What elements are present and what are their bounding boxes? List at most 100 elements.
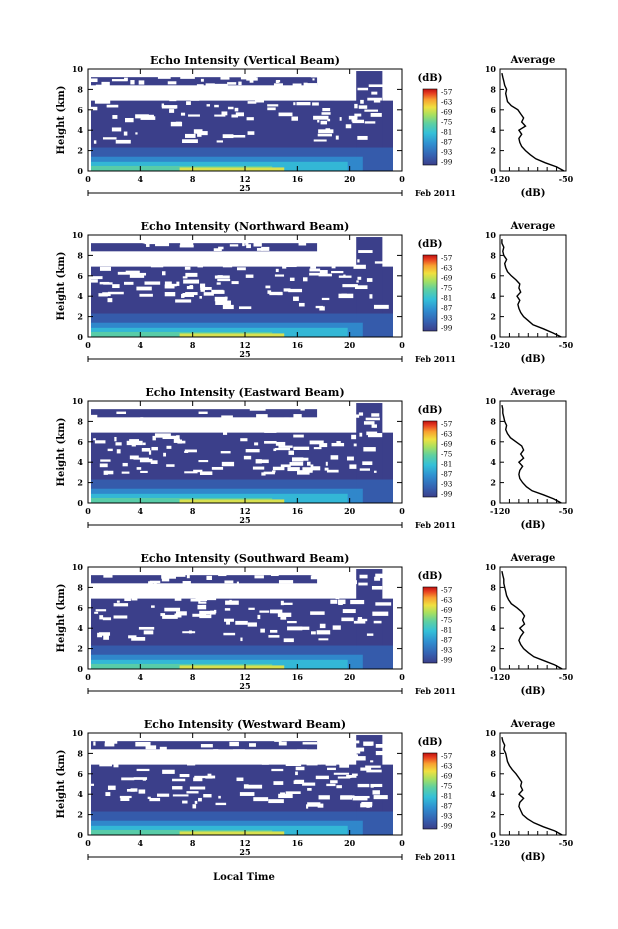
echo-gap bbox=[214, 275, 230, 279]
echo-gap bbox=[257, 614, 261, 620]
echo-gap bbox=[241, 91, 250, 96]
average-profile-line bbox=[501, 239, 562, 338]
echo-gap bbox=[190, 598, 201, 602]
colorbar-tick-label: -75 bbox=[441, 119, 452, 127]
echo-gap bbox=[253, 797, 269, 802]
echo-gap bbox=[333, 772, 350, 775]
echo-gap bbox=[121, 471, 130, 474]
echo-gap bbox=[198, 601, 207, 604]
echo-gap bbox=[359, 432, 363, 437]
echo-gap bbox=[216, 140, 224, 143]
colorbar-tick-label: -81 bbox=[441, 461, 452, 469]
colorbar-tick-label: -99 bbox=[441, 325, 452, 333]
echo-gap bbox=[172, 778, 186, 782]
y-tick-label: 0 bbox=[77, 166, 83, 176]
avg-x-label: (dB) bbox=[521, 852, 546, 863]
echo-gap bbox=[238, 81, 242, 86]
echo-gap bbox=[320, 580, 336, 584]
echo-gap bbox=[363, 447, 376, 452]
echo-gap bbox=[305, 83, 317, 87]
echo-gap bbox=[238, 428, 254, 433]
echo-gap bbox=[358, 412, 364, 416]
echo-gap bbox=[252, 466, 265, 470]
echo-gap bbox=[133, 94, 139, 97]
echo-gap bbox=[203, 292, 214, 296]
echo-gap bbox=[331, 250, 347, 254]
echo-gap bbox=[240, 428, 246, 432]
echo-gap bbox=[295, 771, 298, 776]
echo-gap bbox=[170, 121, 183, 127]
echo-gap bbox=[313, 139, 327, 142]
echo-gap bbox=[151, 446, 158, 451]
colorbar-tick-label: -93 bbox=[441, 813, 452, 821]
echo-gap bbox=[354, 285, 368, 290]
day-label: 25 bbox=[239, 349, 250, 359]
upper-echo-band bbox=[91, 575, 318, 584]
echo-gap bbox=[113, 615, 128, 619]
echo-gap bbox=[317, 119, 320, 123]
echo-gap bbox=[295, 766, 305, 771]
echo-gap bbox=[238, 585, 254, 589]
y-tick-label: 8 bbox=[77, 250, 83, 260]
echo-gap bbox=[363, 742, 373, 746]
echo-gap bbox=[185, 272, 198, 277]
avg-y-tick-label: 6 bbox=[490, 271, 496, 281]
echo-gap bbox=[164, 281, 172, 286]
echo-gap bbox=[310, 631, 316, 635]
echo-gap bbox=[138, 80, 145, 85]
echo-gap bbox=[185, 258, 194, 262]
echo-gap bbox=[359, 574, 368, 579]
colorbar-tick-label: -93 bbox=[441, 149, 452, 157]
echo-gap bbox=[352, 119, 365, 124]
echo-gap bbox=[313, 447, 322, 450]
x-tick-label: 20 bbox=[344, 506, 356, 516]
echo-gap bbox=[287, 620, 297, 624]
echo-gap bbox=[139, 293, 153, 297]
echo-gap bbox=[131, 637, 146, 641]
echo-gap bbox=[92, 95, 102, 98]
echo-gap bbox=[175, 299, 192, 303]
echo-gap bbox=[141, 592, 146, 596]
echo-gap bbox=[373, 100, 381, 103]
echo-gap bbox=[370, 783, 383, 788]
echo-gap bbox=[169, 93, 181, 96]
echo-gap bbox=[94, 99, 111, 104]
echo-gap bbox=[366, 633, 374, 636]
echo-gap bbox=[99, 266, 111, 271]
day-label: 25 bbox=[239, 183, 250, 193]
echo-gap bbox=[322, 108, 331, 112]
echo-gap bbox=[310, 464, 314, 468]
avg-y-tick-label: 0 bbox=[490, 664, 496, 674]
echo-gap bbox=[240, 637, 243, 642]
echo-gap bbox=[298, 589, 306, 593]
echo-gap bbox=[97, 632, 103, 638]
echo-gap bbox=[232, 749, 245, 752]
echo-gap bbox=[198, 460, 209, 463]
x-tick-label: 12 bbox=[239, 506, 250, 516]
echo-gap bbox=[230, 134, 246, 138]
echo-gap bbox=[104, 739, 118, 744]
echo-gap bbox=[108, 87, 117, 92]
x-tick-label: 8 bbox=[190, 174, 196, 184]
echo-gap bbox=[278, 580, 294, 584]
echo-gap bbox=[227, 88, 239, 91]
colorbar-tick-label: -69 bbox=[441, 441, 452, 449]
y-tick-label: 10 bbox=[72, 64, 84, 74]
echo-gap bbox=[247, 784, 263, 789]
echo-gap bbox=[300, 94, 315, 97]
echo-gap bbox=[367, 433, 383, 438]
echo-gap bbox=[318, 74, 327, 77]
beam-panel-2: Echo Intensity (Eastward Beam) 0 2 4 6 8 10 Hei… bbox=[56, 386, 574, 531]
colorbar-tick-label: -81 bbox=[441, 129, 452, 137]
echo-gap bbox=[141, 590, 156, 594]
echo-gap bbox=[224, 608, 231, 611]
colorbar-tick-label: -57 bbox=[441, 753, 452, 761]
x-tick-label: 0 bbox=[85, 838, 91, 848]
echo-gap bbox=[136, 286, 152, 291]
colorbar-tick-label: -87 bbox=[441, 471, 452, 479]
echo-gap bbox=[206, 287, 212, 290]
echo-gap bbox=[373, 470, 377, 473]
echo-gap bbox=[215, 300, 231, 305]
echo-gap bbox=[114, 436, 117, 442]
echo-gap bbox=[182, 581, 191, 585]
